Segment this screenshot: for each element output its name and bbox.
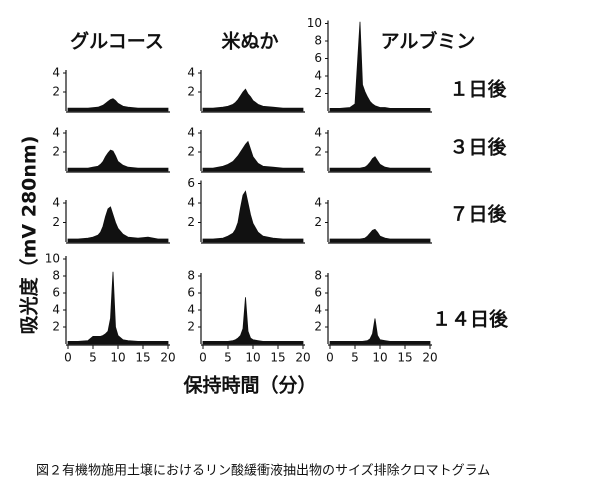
column-label: アルブミン xyxy=(381,30,476,53)
x-tick-label: 5 xyxy=(224,351,232,365)
y-tick-label: 4 xyxy=(314,126,322,140)
y-tick-label: 2 xyxy=(187,215,195,229)
y-tick-label: 6 xyxy=(52,286,60,300)
x-axis-label: 保持時間（分） xyxy=(182,374,316,397)
chromatogram xyxy=(202,88,304,112)
y-tick-label: 4 xyxy=(52,303,60,317)
y-tick-label: 4 xyxy=(52,126,60,140)
x-tick-label: 20 xyxy=(160,351,175,365)
x-tick-label: 10 xyxy=(372,351,387,365)
y-tick-label: 6 xyxy=(314,51,322,65)
y-tick-label: 2 xyxy=(187,85,195,99)
y-tick-label: 8 xyxy=(187,269,195,283)
y-tick-label: 4 xyxy=(187,196,195,210)
chromatogram xyxy=(329,228,431,243)
x-tick-label: 20 xyxy=(295,351,310,365)
y-tick-label: 2 xyxy=(52,215,60,229)
x-tick-label: 5 xyxy=(89,351,97,365)
chromatogram xyxy=(202,297,304,345)
y-tick-label: 4 xyxy=(52,196,60,210)
chromatogram xyxy=(202,190,304,243)
y-tick-label: 4 xyxy=(314,196,322,210)
y-tick-label: 2 xyxy=(52,85,60,99)
y-tick-label: 10 xyxy=(45,252,60,266)
y-tick-label: 6 xyxy=(187,176,195,190)
caption: 図２有機物施用土壌におけるリン酸緩衝液抽出物のサイズ排除クロマトグラム xyxy=(36,463,490,479)
chromatogram xyxy=(202,140,304,172)
row-label: １日後 xyxy=(449,78,507,101)
y-tick-label: 4 xyxy=(314,303,322,317)
y-tick-label: 6 xyxy=(187,286,195,300)
y-tick-label: 2 xyxy=(314,215,322,229)
y-tick-label: 8 xyxy=(314,34,322,48)
y-axis-label: 吸光度（mV 280nm) xyxy=(18,136,41,335)
y-tick-label: 6 xyxy=(314,286,322,300)
y-tick-label: 4 xyxy=(187,303,195,317)
x-tick-label: 10 xyxy=(245,351,260,365)
column-label: 米ぬか xyxy=(221,30,278,53)
chromatogram xyxy=(67,206,169,243)
y-tick-label: 2 xyxy=(314,145,322,159)
chromatogram xyxy=(329,156,431,172)
y-tick-label: 2 xyxy=(187,320,195,334)
x-tick-label: 0 xyxy=(199,351,207,365)
y-tick-label: 2 xyxy=(52,145,60,159)
y-tick-label: 2 xyxy=(314,86,322,100)
chromatogram xyxy=(67,149,169,172)
y-tick-label: 2 xyxy=(52,320,60,334)
x-tick-label: 5 xyxy=(351,351,359,365)
x-tick-label: 10 xyxy=(110,351,125,365)
y-tick-label: 4 xyxy=(187,66,195,80)
row-label: ３日後 xyxy=(449,136,507,159)
x-tick-label: 0 xyxy=(326,351,334,365)
column-label: グルコース xyxy=(70,30,164,53)
y-tick-label: 8 xyxy=(314,269,322,283)
chromatogram xyxy=(329,318,431,345)
x-tick-label: 15 xyxy=(270,351,285,365)
x-tick-label: 0 xyxy=(64,351,72,365)
row-label: ７日後 xyxy=(449,203,507,226)
y-tick-label: 2 xyxy=(314,320,322,334)
chromatogram xyxy=(67,271,169,345)
y-tick-label: 4 xyxy=(187,126,195,140)
x-tick-label: 20 xyxy=(422,351,437,365)
y-tick-label: 10 xyxy=(307,16,322,30)
chromatogram xyxy=(329,21,431,112)
row-label: １４日後 xyxy=(432,308,509,331)
y-tick-label: 2 xyxy=(187,145,195,159)
y-tick-label: 8 xyxy=(52,269,60,283)
x-tick-label: 15 xyxy=(135,351,150,365)
y-tick-label: 4 xyxy=(314,69,322,83)
chromatogram xyxy=(67,98,169,112)
y-tick-label: 4 xyxy=(52,66,60,80)
x-tick-label: 15 xyxy=(397,351,412,365)
